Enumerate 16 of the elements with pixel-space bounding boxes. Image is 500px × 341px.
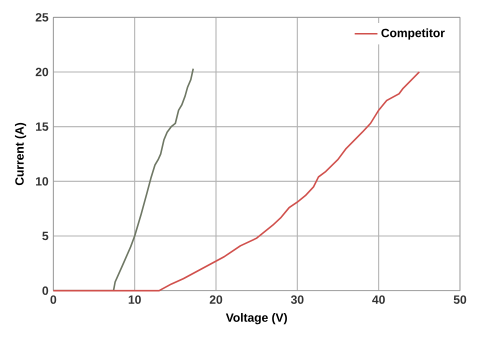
line-series — [52, 71, 420, 292]
y-axis-title: Current (A) — [14, 122, 26, 185]
x-axis-title: Voltage (V) — [226, 312, 287, 324]
x-tick-label: 10 — [128, 295, 141, 304]
y-tick-label: 25 — [36, 12, 48, 22]
x-tick-label: 30 — [290, 295, 304, 304]
x-tick-label: 0 — [50, 295, 56, 304]
y-tick-label: 0 — [42, 286, 48, 295]
y-tick-label: 5 — [42, 232, 48, 240]
y-tick-label: 10 — [36, 176, 48, 186]
y-tick-label: 20 — [36, 68, 48, 76]
x-tick-label: 50 — [454, 295, 466, 304]
y-tick-label: 15 — [36, 122, 48, 131]
legend-label: Competitor — [381, 28, 445, 40]
x-tick-label: 20 — [210, 295, 222, 304]
x-tick-label: 40 — [372, 295, 385, 304]
